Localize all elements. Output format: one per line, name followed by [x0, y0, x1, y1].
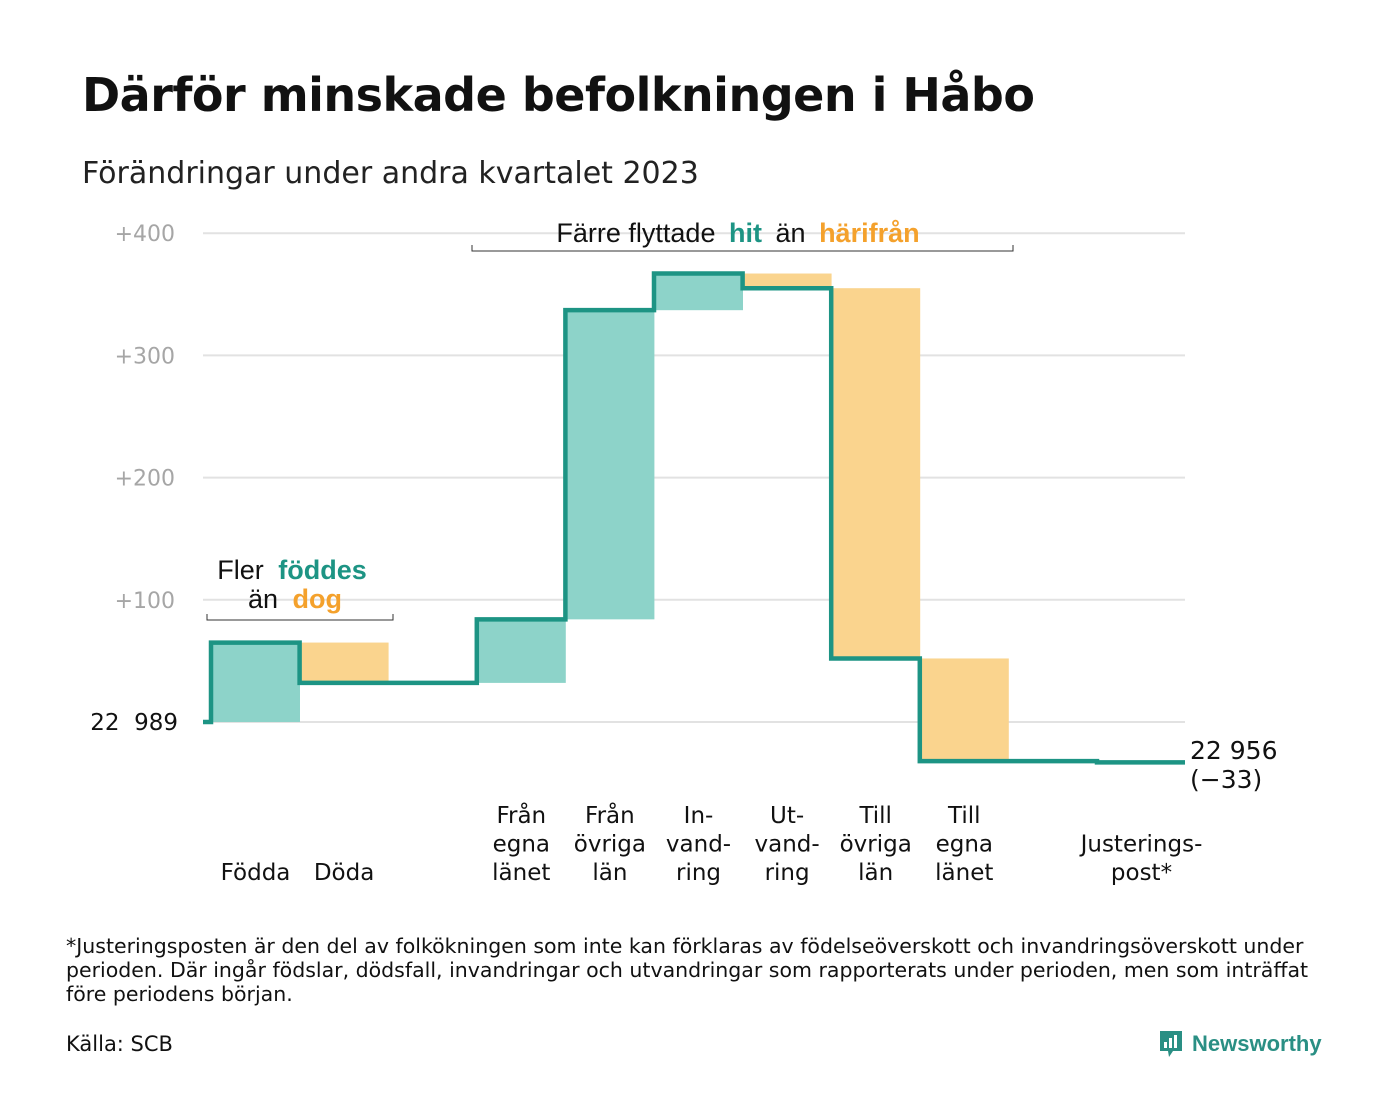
- y-tick-label: +300: [115, 344, 175, 369]
- category-label: Födda: [221, 860, 291, 886]
- category-labels: Födda DödaFrånegnalänetFrånövrigalänIn-va…: [221, 801, 1203, 886]
- category-label: ring: [676, 860, 721, 886]
- births-annotation-highlight-1: föddes: [278, 555, 367, 585]
- category-label: Ut-: [770, 803, 804, 829]
- y-tick-label: +400: [115, 222, 175, 247]
- category-label: övriga: [574, 832, 646, 858]
- bars: [211, 273, 1009, 762]
- births-annotation-text-2: än: [248, 584, 278, 614]
- chart-title: Därför minskade befolkningen i Håbo: [82, 68, 1035, 122]
- y-tick-label: +100: [115, 589, 175, 614]
- moves-annotation-text-1: Färre flyttade: [556, 218, 715, 248]
- births-annotation-text-1: Fler: [217, 555, 264, 585]
- y-axis-ticks: +100 +200 +300 +400: [115, 222, 175, 614]
- category-label: Till: [947, 803, 981, 829]
- newsworthy-logo-icon: [1160, 1031, 1182, 1057]
- bar-frånegnalänet: [476, 619, 566, 683]
- category-label: vand-: [755, 832, 820, 858]
- moves-annotation-text-2: än: [776, 218, 806, 248]
- category-label: län: [592, 860, 627, 886]
- category-label: Döda: [314, 860, 374, 886]
- category-label: län: [858, 860, 893, 886]
- category-label: egna: [936, 832, 993, 858]
- bar-födda: [211, 642, 300, 722]
- moves-annotation-bracket: [471, 245, 1014, 252]
- moves-annotation-highlight-1: hit: [729, 218, 762, 248]
- start-value-label: 22 989: [90, 710, 178, 736]
- category-label: länet: [492, 860, 550, 886]
- category-label: länet: [935, 860, 993, 886]
- moves-annotation: Färre flyttade hit än härifrån: [471, 218, 1014, 252]
- running-total-line: [203, 271, 1185, 765]
- bar-utvandring: [742, 273, 832, 289]
- chart-subtitle: Förändringar under andra kvartalet 2023: [82, 156, 699, 191]
- moves-annotation-highlight-2: härifrån: [819, 218, 920, 248]
- footnote: *Justeringsposten är den del av folkökni…: [66, 934, 1309, 1006]
- category-label: egna: [493, 832, 550, 858]
- newsworthy-logo[interactable]: Newsworthy: [1158, 1027, 1322, 1061]
- svg-text:Färre flyttade hit: Färre flyttade hit än härifrån: [556, 218, 919, 248]
- newsworthy-logo-text: Newsworthy: [1192, 1031, 1322, 1056]
- category-label: ring: [765, 860, 810, 886]
- svg-text:Fler föddes: Fler föddes: [217, 555, 367, 585]
- category-label: Från: [585, 801, 635, 829]
- category-label: In-: [684, 803, 714, 829]
- y-tick-label: +200: [115, 467, 175, 492]
- svg-text:än dog: än dog: [248, 584, 342, 614]
- category-label: post*: [1111, 860, 1172, 886]
- bar-döda: [299, 642, 389, 683]
- end-value-label: 22 956: [1190, 736, 1277, 765]
- births-annotation: Fler föddes än dog: [206, 555, 394, 621]
- category-label: Från: [496, 801, 546, 829]
- running-total-path: [203, 271, 1185, 765]
- bar-frånövrigalän: [565, 310, 655, 620]
- bar-tillegnalänet: [919, 658, 1009, 762]
- source-note: Källa: SCB: [66, 1032, 173, 1056]
- bar-tillövrigalän: [831, 288, 921, 659]
- category-label: övriga: [840, 832, 912, 858]
- grid-lines: [203, 232, 1185, 723]
- end-change-label: (−33): [1190, 765, 1262, 794]
- category-label: Justerings-: [1079, 832, 1203, 858]
- category-label: vand-: [666, 832, 731, 858]
- bar-invandring: [654, 273, 743, 311]
- category-label: Till: [858, 803, 892, 829]
- births-annotation-highlight-2: dog: [293, 584, 342, 614]
- births-annotation-bracket: [206, 614, 394, 621]
- waterfall-chart: +100+200+300+400 Födda DödaFrånegnalänetF…: [90, 218, 1277, 886]
